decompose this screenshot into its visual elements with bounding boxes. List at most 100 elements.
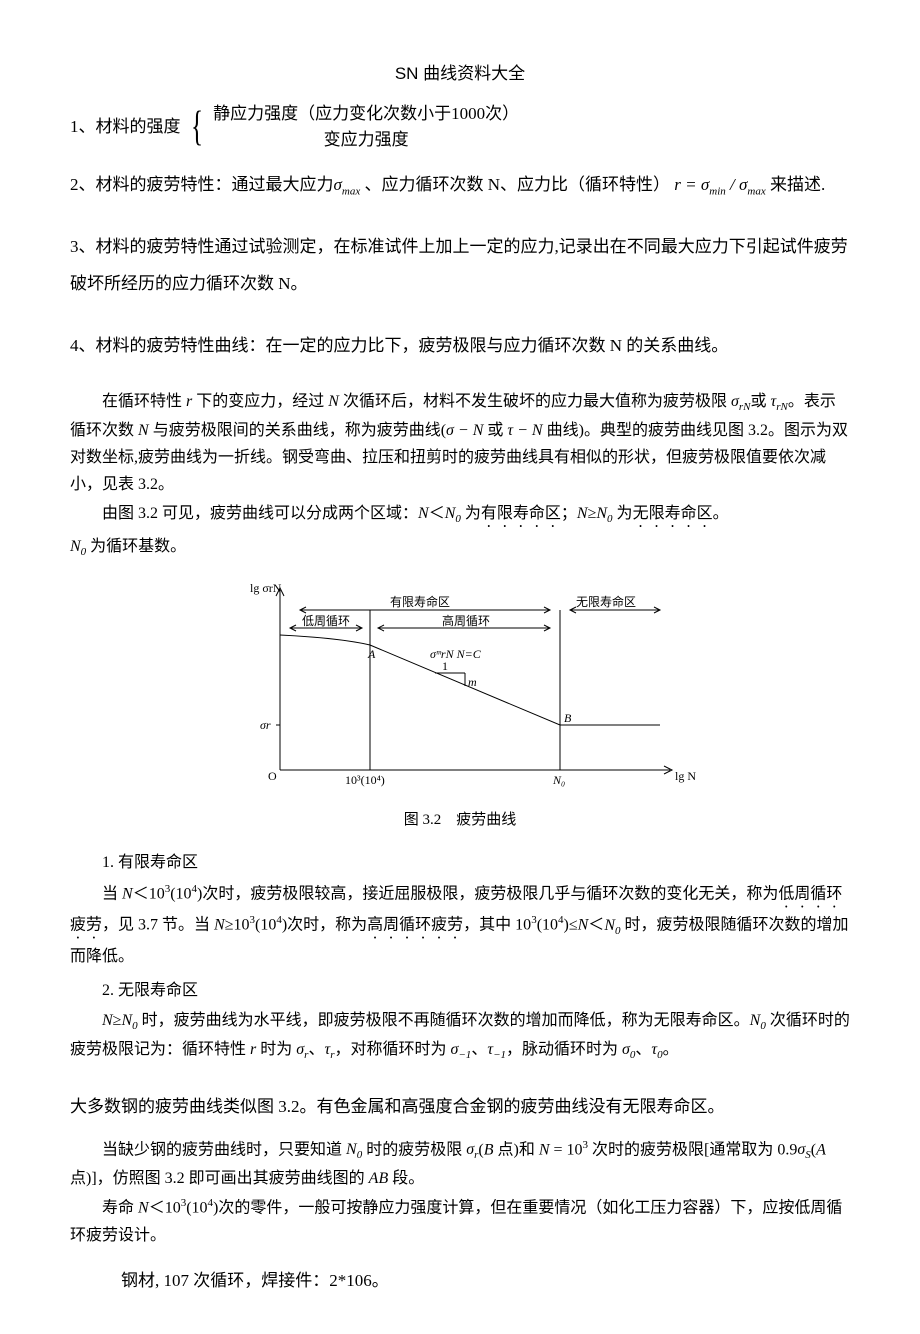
p1a: 在循环特性 bbox=[102, 393, 186, 410]
item-1-line2: 变应力强度 bbox=[213, 127, 519, 153]
item-2: 2、材料的疲劳特性：通过最大应力σmax 、应力循环次数 N、应力比（循环特性）… bbox=[70, 166, 850, 204]
slash-sym: / bbox=[726, 175, 739, 194]
fig-one: 1 bbox=[442, 659, 448, 673]
s1j: (10 bbox=[537, 917, 558, 934]
fatigue-curve-figure: lg σrN lg N 有限寿命区 无限寿命区 低周循环 高周循环 σᵐrN N… bbox=[220, 580, 700, 800]
section-1-heading: 1. 有限寿命区 bbox=[102, 850, 850, 876]
p3d: 点)和 bbox=[493, 1141, 538, 1158]
s1e: ，见 3.7 节。当 bbox=[102, 917, 214, 934]
fig-m: m bbox=[468, 675, 477, 689]
p2hN0: N0 bbox=[70, 538, 86, 555]
s2i: 、 bbox=[471, 1041, 487, 1058]
s2tm1b: −1 bbox=[493, 1049, 506, 1061]
para-2b: N0 为循环基数。 bbox=[70, 533, 850, 562]
p1dsub: rN bbox=[739, 401, 751, 413]
fig-tick1: 10³(10⁴) bbox=[345, 773, 385, 787]
fig-sigma-r: σr bbox=[260, 718, 271, 732]
s1h: )次时，称为 bbox=[282, 917, 367, 934]
s1N0: N0 bbox=[604, 917, 620, 934]
p2N0a: N bbox=[445, 505, 456, 522]
p2u1: 有限寿命区 bbox=[481, 505, 561, 522]
p3i: 段。 bbox=[388, 1170, 424, 1187]
item-1-options: 静应力强度（应力变化次数小于1000次） 变应力强度 bbox=[213, 101, 519, 152]
spacer bbox=[70, 1067, 850, 1091]
sigma-rN: σrN bbox=[731, 393, 751, 410]
p2N: N bbox=[418, 505, 429, 522]
para-4: 寿命 N＜103(104)次的零件，一般可按静应力强度计算，但在重要情况（如化工… bbox=[70, 1194, 850, 1249]
sigma-sym2: σ bbox=[701, 175, 709, 194]
p3N0a: N bbox=[346, 1141, 357, 1158]
p3a: 当缺少钢的疲劳曲线时，只要知道 bbox=[102, 1141, 346, 1158]
s2c: 时，疲劳曲线为水平线，即疲劳极限不再随循环次数的增加而降低，称为无限寿命区。 bbox=[138, 1012, 750, 1029]
spacer2 bbox=[70, 1124, 850, 1134]
fig-tick2: N₀ bbox=[552, 773, 565, 787]
tau-rN: τrN bbox=[770, 393, 787, 410]
p3N0: N0 bbox=[346, 1141, 362, 1158]
s1k: )≤ bbox=[564, 917, 578, 934]
fig-high: 高周循环 bbox=[442, 613, 490, 628]
s2tr: τr bbox=[324, 1041, 334, 1058]
item-1-lead: 1、材料的强度 bbox=[70, 113, 181, 140]
p2u2: 无限寿命区 bbox=[633, 505, 713, 522]
p2N02a: N bbox=[596, 505, 607, 522]
p2b: ＜ bbox=[429, 505, 445, 522]
p1dN2: N bbox=[138, 422, 149, 439]
para-1: 在循环特性 r 下的变应力，经过 N 次循环后，材料不发生破坏的应力最大值称为疲… bbox=[70, 388, 850, 498]
item-2-c: 来描述. bbox=[766, 175, 826, 194]
ratio-eq: r = σmin / σmax bbox=[674, 175, 765, 194]
s1a: 当 bbox=[102, 885, 122, 902]
section-1-para: 当 N＜103(104)次时，疲劳极限较高，接近屈服极限，疲劳极限几乎与循环次数… bbox=[70, 880, 850, 970]
s1N2: N bbox=[214, 917, 225, 934]
s1N3: N bbox=[578, 917, 589, 934]
s1g: (10 bbox=[255, 917, 276, 934]
item-3: 3、材料的疲劳特性通过试验测定，在标准试件上加上一定的应力,记录出在不同最大应力… bbox=[70, 228, 850, 303]
s2tm1: τ−1 bbox=[487, 1041, 506, 1058]
p1dsig: σ − N bbox=[446, 422, 483, 439]
p1dor2: 或 bbox=[483, 422, 507, 439]
r-sym: r bbox=[674, 175, 681, 194]
p1dtau: τ − N bbox=[507, 422, 542, 439]
s2g: 、 bbox=[308, 1041, 324, 1058]
para-2: 由图 3.2 可见，疲劳曲线可以分成两个区域：N＜N0 为有限寿命区；N≥N0 … bbox=[70, 500, 850, 531]
eq-sym: = bbox=[681, 175, 701, 194]
s2k: 、 bbox=[635, 1041, 651, 1058]
fig-xlabel: lg N bbox=[675, 769, 696, 783]
fig-caption: 图 3.2 疲劳曲线 bbox=[70, 808, 850, 832]
p4c: (10 bbox=[186, 1200, 207, 1217]
s1f: ≥10 bbox=[225, 917, 250, 934]
last-line: 钢材, 107 次循环，焊接件：2*106。 bbox=[70, 1267, 850, 1294]
s2s0a: σ bbox=[622, 1041, 630, 1058]
p3A: A bbox=[816, 1141, 826, 1158]
p2c: 为 bbox=[461, 505, 481, 522]
p3f: 次时的疲劳极限[通常取为 0.9 bbox=[588, 1141, 797, 1158]
s1i: ，其中 10 bbox=[463, 917, 531, 934]
p3N: N bbox=[539, 1141, 550, 1158]
item-1-line1: 静应力强度（应力变化次数小于1000次） bbox=[213, 104, 519, 123]
s1N: N bbox=[122, 885, 133, 902]
s1b: ＜10 bbox=[133, 885, 165, 902]
p1c: 次循环后，材料不发生破坏的应力最大值称为疲劳极限 bbox=[339, 393, 727, 410]
p1dor: 或 bbox=[750, 393, 770, 410]
brace-icon: { bbox=[191, 106, 203, 148]
p3ss: σS bbox=[797, 1141, 810, 1158]
p2a: 由图 3.2 可见，疲劳曲线可以分成两个区域： bbox=[102, 505, 418, 522]
s2d: N bbox=[750, 1012, 761, 1029]
s1d: )次时，疲劳极限较高，接近屈服极限，疲劳极限几乎与循环次数的变化无关，称为 bbox=[197, 885, 778, 902]
p2hb: 为循环基数。 bbox=[86, 538, 186, 555]
s1u2: 高周循环疲劳 bbox=[367, 917, 463, 934]
s1p2a: N bbox=[604, 917, 615, 934]
fig-finite: 有限寿命区 bbox=[390, 594, 450, 609]
fig-A: A bbox=[367, 647, 376, 661]
s2t0: τ0 bbox=[651, 1041, 662, 1058]
p2N2: N bbox=[577, 505, 588, 522]
bold-statement: 大多数钢的疲劳曲线类似图 3.2。有色金属和高强度合金钢的疲劳曲线没有无限寿命区… bbox=[70, 1093, 850, 1122]
p3sra: σ bbox=[466, 1141, 474, 1158]
item-1: 1、材料的强度 { 静应力强度（应力变化次数小于1000次） 变应力强度 bbox=[70, 101, 850, 152]
s2sm1b: −1 bbox=[458, 1049, 471, 1061]
fig-eq: σᵐrN N=C bbox=[430, 647, 482, 661]
p4a: 寿命 bbox=[102, 1200, 138, 1217]
fig-B: B bbox=[564, 711, 572, 725]
s2sm1: σ−1 bbox=[450, 1041, 471, 1058]
p1b: 下的变应力，经过 bbox=[192, 393, 328, 410]
p2f: 为 bbox=[613, 505, 633, 522]
